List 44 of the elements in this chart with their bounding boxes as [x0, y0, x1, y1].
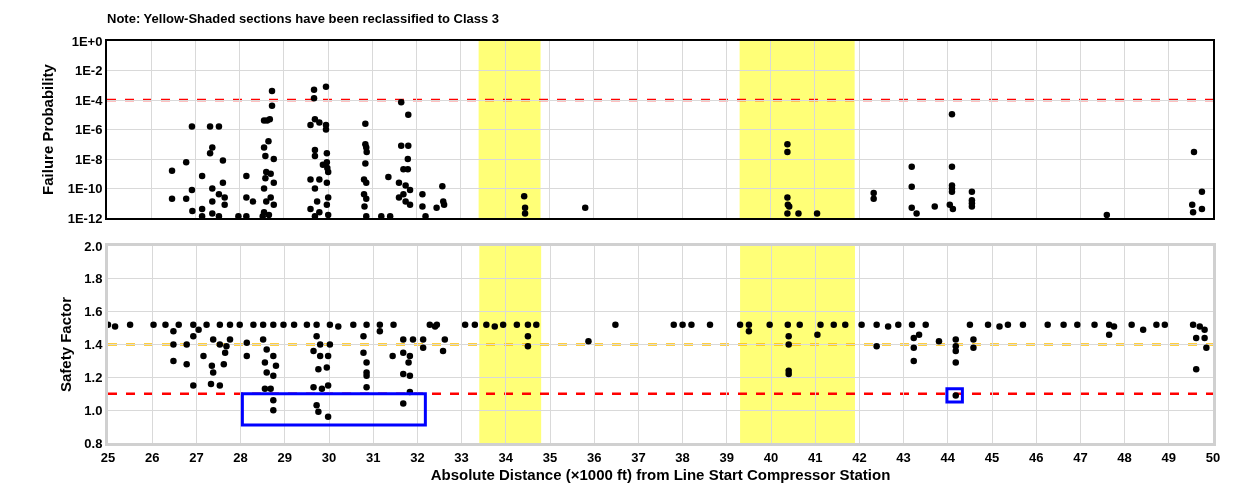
y-tick-label: 2.0 [84, 238, 103, 254]
y-tick-label: 1.4 [84, 337, 104, 353]
x-tick-label: 25 [100, 449, 116, 465]
y-tick-label: 1E-2 [74, 63, 103, 79]
x-tick-label: 50 [1205, 449, 1221, 465]
x-tick-label: 35 [542, 449, 558, 465]
x-tick-label: 27 [189, 449, 204, 465]
y-tick-label: 1E-12 [67, 210, 103, 226]
x-tick-label: 37 [631, 449, 646, 465]
x-tick-label: 45 [984, 449, 1000, 465]
x-tick-label: 30 [321, 449, 337, 465]
x-tick-label: 39 [719, 449, 735, 465]
x-tick-label: 33 [454, 449, 469, 465]
x-tick-label: 44 [940, 449, 956, 465]
y-tick-label: 1.2 [84, 369, 103, 385]
x-tick-label: 49 [1161, 449, 1177, 465]
chart-title: Note: Yellow-Shaded sections have been reclassified to Class 3 [107, 10, 500, 26]
y-tick-label: 1E-10 [67, 181, 103, 197]
y-tick-label: 1.6 [84, 304, 103, 320]
x-tick-label: 32 [410, 449, 425, 465]
x-tick-label: 38 [675, 449, 690, 465]
x-tick-label: 47 [1073, 449, 1088, 465]
x-tick-label: 28 [233, 449, 248, 465]
x-axis-title: Absolute Distance (×1000 ft) from Line Start Compressor Station [430, 465, 891, 483]
x-tick-label: 42 [852, 449, 867, 465]
x-tick-label: 41 [807, 449, 823, 465]
x-tick-label: 48 [1117, 449, 1132, 465]
y-axis-title: Failure Probability [39, 63, 57, 195]
x-tick-label: 29 [277, 449, 293, 465]
x-tick-label: 31 [365, 449, 381, 465]
y-tick-label: 1E-6 [74, 122, 103, 138]
x-tick-label: 34 [498, 449, 514, 465]
x-tick-label: 36 [586, 449, 602, 465]
x-tick-label: 26 [144, 449, 160, 465]
y-tick-label: 0.8 [84, 435, 103, 451]
x-tick-label: 43 [896, 449, 911, 465]
y-tick-label: 1.0 [84, 402, 103, 418]
y-tick-label: 1E-4 [74, 92, 104, 108]
y-axis-title: Safety Factor [56, 296, 74, 393]
y-tick-label: 1.8 [84, 271, 103, 287]
x-tick-label: 40 [763, 449, 779, 465]
y-tick-label: 1E+0 [71, 33, 103, 49]
x-tick-label: 46 [1028, 449, 1044, 465]
y-tick-label: 1E-8 [74, 151, 103, 167]
